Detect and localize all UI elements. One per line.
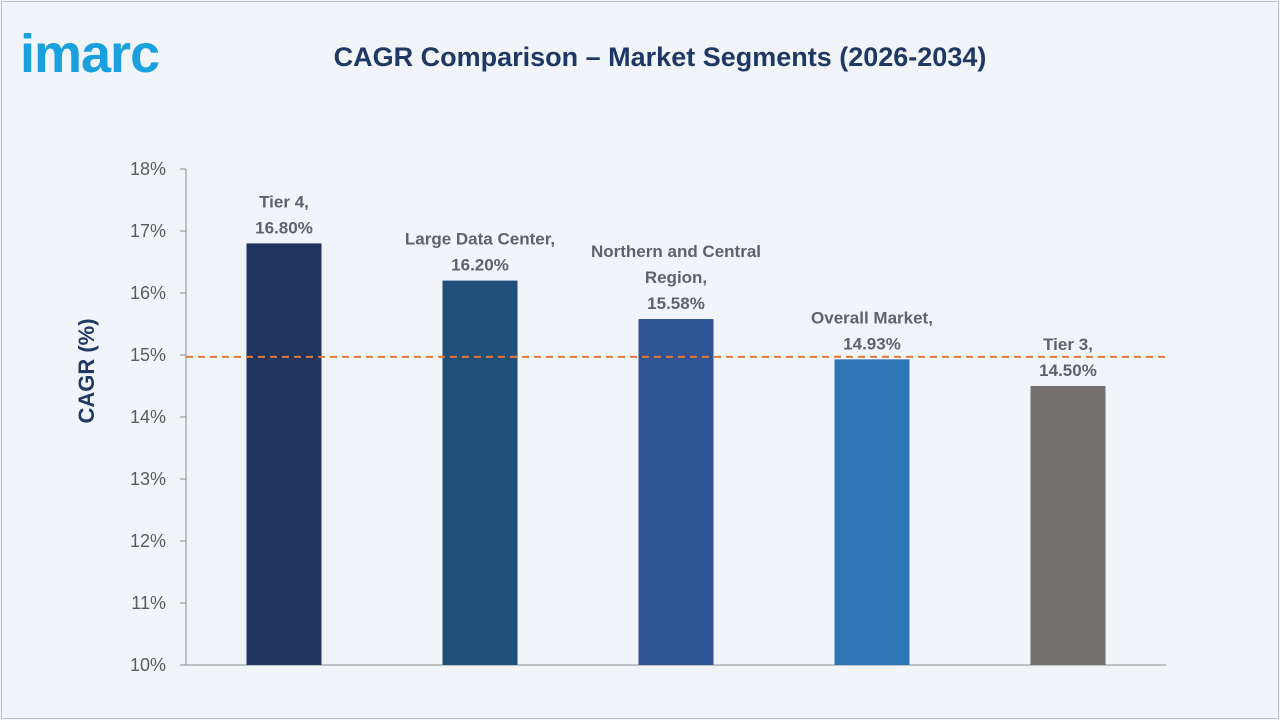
data-label: Region, <box>645 268 707 287</box>
data-label: 16.20% <box>451 256 509 275</box>
y-tick-label: 12% <box>130 531 166 551</box>
logo-text: imarc <box>20 24 159 84</box>
data-label: Tier 4, <box>259 192 309 211</box>
data-label: 16.80% <box>255 218 313 237</box>
data-label: Northern and Central <box>591 242 761 261</box>
data-label: Overall Market, <box>811 308 933 327</box>
bar <box>834 359 910 665</box>
data-label: 15.58% <box>647 294 705 313</box>
bar <box>638 319 714 665</box>
data-label: Large Data Center, <box>405 230 555 249</box>
data-label: 14.93% <box>843 334 901 353</box>
data-label: Tier 3, <box>1043 335 1093 354</box>
bar <box>442 280 518 665</box>
y-tick-label: 11% <box>131 593 166 613</box>
y-tick-label: 18% <box>130 159 166 179</box>
y-tick-label: 17% <box>130 221 166 241</box>
y-tick-label: 10% <box>130 655 166 675</box>
y-tick-label: 16% <box>130 283 166 303</box>
chart-title: CAGR Comparison – Market Segments (2026-… <box>333 42 987 72</box>
data-label: 14.50% <box>1039 361 1097 380</box>
y-axis-label: CAGR (%) <box>74 318 99 423</box>
imarc-logo: imarc <box>20 24 160 84</box>
bar <box>1030 386 1106 665</box>
y-tick-label: 13% <box>130 469 166 489</box>
y-tick-label: 15% <box>130 345 166 365</box>
y-tick-label: 14% <box>130 407 166 427</box>
bar <box>246 243 322 665</box>
